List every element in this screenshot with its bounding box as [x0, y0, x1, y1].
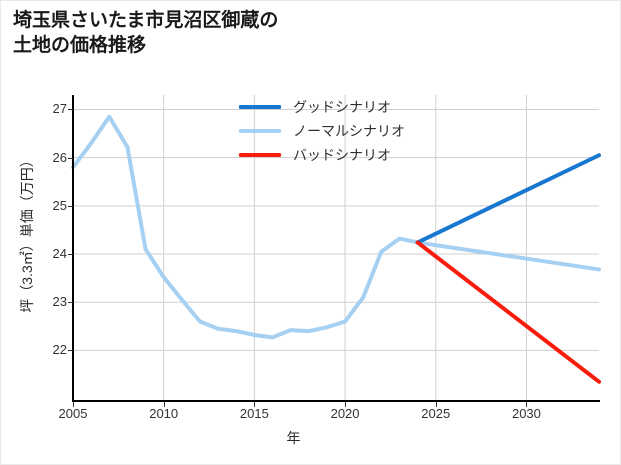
legend: グッドシナリオ ノーマルシナリオ バッドシナリオ	[239, 95, 439, 167]
x-axis-tick-label: 2010	[149, 406, 179, 421]
x-axis-tick-mark	[435, 402, 437, 407]
legend-item-label: ノーマルシナリオ	[293, 123, 405, 139]
plot-area	[71, 95, 601, 401]
y-axis-tick-label: 24	[52, 246, 67, 262]
y-axis-tick-mark	[68, 205, 73, 207]
y-axis-tick-labels: 27 26 25 24 23 22	[35, 1, 67, 464]
legend-item-label: グッドシナリオ	[293, 99, 391, 115]
gridlines	[72, 95, 599, 401]
y-axis-tick-label: 22	[52, 342, 67, 358]
x-axis-title: 年	[1, 428, 620, 448]
legend-item[interactable]: バッドシナリオ	[239, 143, 439, 167]
x-axis-tick-mark	[254, 402, 256, 407]
x-axis-tick-mark	[163, 402, 165, 407]
legend-swatch	[239, 105, 281, 109]
y-axis-tick-label: 23	[52, 294, 67, 310]
y-axis-tick-label: 26	[52, 149, 67, 165]
series-line	[415, 153, 601, 245]
data-series-group	[71, 114, 601, 384]
y-axis-tick-mark	[68, 157, 73, 159]
x-axis-line	[72, 400, 600, 402]
x-axis-title-text: 年	[286, 430, 301, 446]
x-axis-tick-mark	[345, 402, 347, 407]
x-axis-tick-mark	[73, 402, 74, 407]
y-axis-tick-mark	[68, 109, 73, 111]
y-axis-tick-mark	[68, 350, 73, 352]
y-axis-line	[72, 95, 74, 402]
y-axis-title: 坪（3.3㎡）単価（万円）	[19, 153, 35, 313]
x-axis-tick-mark	[526, 402, 528, 407]
y-axis-tick-mark	[68, 302, 73, 304]
y-axis-tick-mark	[68, 254, 73, 256]
legend-item[interactable]: ノーマルシナリオ	[239, 119, 439, 143]
x-axis-tick-label: 2020	[330, 406, 360, 421]
y-axis-tick-label: 27	[52, 101, 67, 117]
plot-svg	[71, 95, 601, 401]
x-axis-tick-label: 2015	[239, 406, 269, 421]
page-title: 埼玉県さいたま市見沼区御蔵の 土地の価格推移	[13, 10, 279, 56]
legend-swatch	[239, 153, 281, 157]
series-line	[71, 114, 601, 340]
x-axis-tick-label: 2005	[58, 406, 88, 421]
x-axis-tick-label: 2025	[421, 406, 451, 421]
y-axis-tick-label: 25	[52, 197, 67, 213]
legend-swatch	[239, 129, 281, 133]
legend-item-label: バッドシナリオ	[293, 147, 391, 163]
x-axis-tick-label: 2030	[511, 406, 541, 421]
series-line	[415, 240, 601, 384]
legend-item[interactable]: グッドシナリオ	[239, 95, 439, 119]
